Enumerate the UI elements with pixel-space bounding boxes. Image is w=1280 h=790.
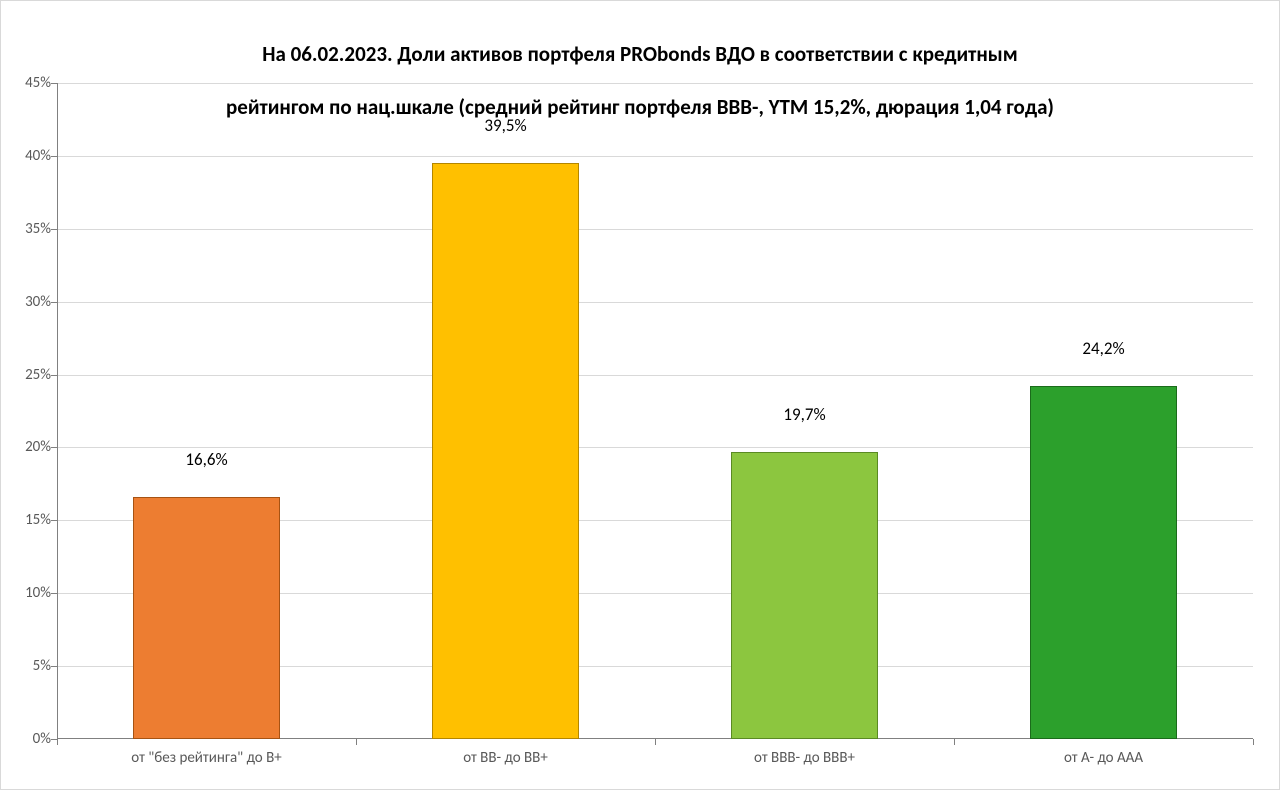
x-tick-mark <box>57 739 58 745</box>
y-tick-label: 45% <box>25 74 57 92</box>
y-tick-label: 35% <box>25 220 57 238</box>
y-axis-line <box>57 83 58 739</box>
gridline <box>57 156 1253 157</box>
x-tick-mark <box>356 739 357 745</box>
x-category-label: от ВВВ- до ВВВ+ <box>754 739 855 767</box>
bar-value-label: 19,7% <box>783 404 825 425</box>
x-category-label: от ВВ- до ВВ+ <box>463 739 548 767</box>
y-tick-label: 30% <box>25 293 57 311</box>
gridline <box>57 229 1253 230</box>
gridline <box>57 375 1253 376</box>
x-category-label: от А- до ААА <box>1064 739 1143 767</box>
y-tick-label: 0% <box>33 730 57 748</box>
bar-chart: На 06.02.2023. Доли активов портфеля PRO… <box>0 0 1280 790</box>
y-tick-label: 5% <box>33 657 57 675</box>
gridline <box>57 302 1253 303</box>
x-tick-mark <box>954 739 955 745</box>
gridline <box>57 83 1253 84</box>
y-tick-label: 20% <box>25 438 57 456</box>
y-tick-label: 15% <box>25 511 57 529</box>
bar-value-label: 39,5% <box>484 115 526 136</box>
bar <box>133 497 280 739</box>
y-tick-label: 40% <box>25 147 57 165</box>
x-category-label: от "без рейтинга" до В+ <box>131 739 281 767</box>
bar <box>731 452 878 739</box>
bar-value-label: 16,6% <box>185 449 227 470</box>
x-tick-mark <box>655 739 656 745</box>
y-tick-label: 10% <box>25 584 57 602</box>
y-tick-label: 25% <box>25 366 57 384</box>
bar-value-label: 24,2% <box>1082 338 1124 359</box>
bar <box>432 163 579 739</box>
chart-title-line-1: На 06.02.2023. Доли активов портфеля PRO… <box>262 41 1017 67</box>
x-tick-mark <box>1253 739 1254 745</box>
bar <box>1030 386 1177 739</box>
plot-area: 0%5%10%15%20%25%30%35%40%45%16,6%от "без… <box>57 83 1253 739</box>
